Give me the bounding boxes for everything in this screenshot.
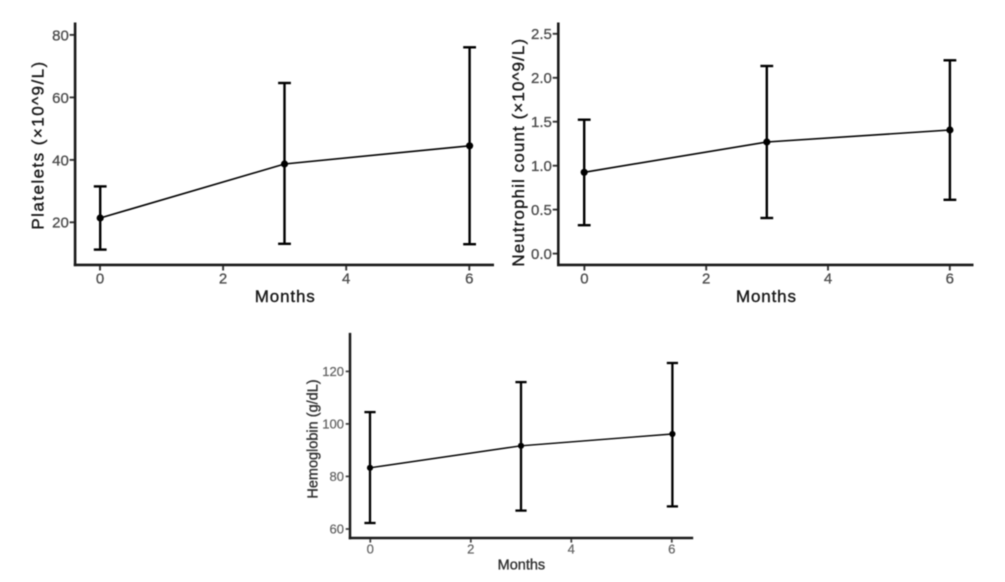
- svg-text:1.5: 1.5: [531, 114, 552, 131]
- svg-text:Platelets (×10^9/L): Platelets (×10^9/L): [29, 60, 48, 229]
- svg-text:4: 4: [568, 542, 575, 557]
- svg-text:0: 0: [96, 271, 104, 288]
- svg-text:2: 2: [702, 271, 710, 288]
- svg-text:80: 80: [330, 469, 344, 484]
- svg-text:0: 0: [367, 542, 374, 557]
- svg-text:6: 6: [465, 271, 473, 288]
- svg-text:6: 6: [668, 542, 675, 557]
- svg-text:40: 40: [52, 152, 69, 169]
- svg-text:4: 4: [342, 271, 350, 288]
- svg-text:Months: Months: [255, 287, 316, 306]
- svg-text:2.0: 2.0: [531, 70, 552, 87]
- svg-text:4: 4: [824, 271, 832, 288]
- svg-text:20: 20: [52, 215, 69, 232]
- svg-text:0.5: 0.5: [531, 202, 552, 219]
- svg-text:60: 60: [330, 522, 344, 537]
- svg-text:80: 80: [52, 27, 69, 44]
- svg-text:1.0: 1.0: [531, 158, 552, 175]
- svg-text:0: 0: [580, 271, 588, 288]
- svg-text:2.5: 2.5: [531, 26, 552, 43]
- svg-text:2: 2: [219, 271, 227, 288]
- svg-text:Hemoglobin (g/dL): Hemoglobin (g/dL): [306, 379, 322, 498]
- svg-text:Months: Months: [498, 558, 546, 574]
- svg-text:Months: Months: [736, 287, 797, 306]
- svg-text:0.0: 0.0: [531, 246, 552, 263]
- svg-text:100: 100: [322, 417, 344, 432]
- svg-text:120: 120: [322, 364, 344, 379]
- svg-text:60: 60: [52, 90, 69, 107]
- svg-text:2: 2: [467, 542, 474, 557]
- svg-text:6: 6: [946, 271, 954, 288]
- svg-text:Neutrophil count (×10^9/L): Neutrophil count (×10^9/L): [509, 38, 528, 267]
